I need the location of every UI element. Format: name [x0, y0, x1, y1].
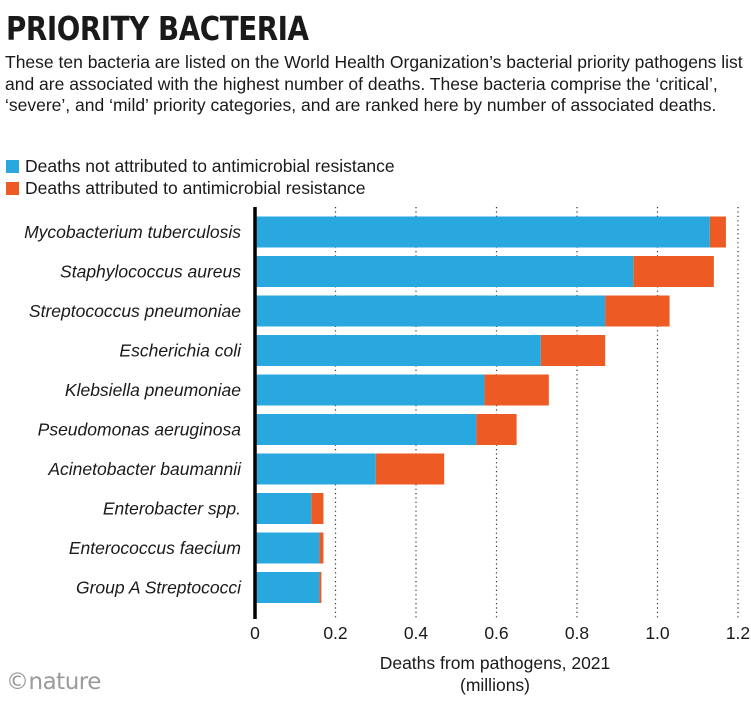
category-label: Acinetobacter baumannii	[47, 459, 242, 479]
x-tick-label: 1.2	[726, 623, 750, 643]
x-tick-label: 0.4	[404, 623, 429, 643]
bar-not-amr	[255, 216, 710, 248]
nature-logo: ©nature	[6, 669, 101, 695]
category-label: Staphylococcus aureus	[60, 262, 241, 282]
chart-description: These ten bacteria are listed on the Wor…	[5, 52, 743, 115]
category-label: Group A Streptococci	[76, 578, 242, 598]
x-tick-label: 1.0	[645, 623, 670, 643]
legend-label-not-amr: Deaths not attributed to antimicrobial r…	[25, 156, 395, 176]
bar-amr	[319, 572, 322, 603]
x-tick-label: 0.2	[323, 623, 347, 643]
x-axis-label-line1: Deaths from pathogens, 2021	[379, 653, 611, 673]
bar-not-amr	[255, 493, 312, 524]
x-axis-label-line2: (millions)	[460, 675, 530, 695]
category-label: Klebsiella pneumoniae	[65, 380, 241, 400]
bar-not-amr	[255, 256, 634, 287]
legend-swatch-not-amr	[6, 159, 19, 173]
bar-not-amr	[255, 335, 541, 366]
bar-amr	[311, 493, 324, 524]
category-label: Mycobacterium tuberculosis	[24, 222, 241, 242]
legend-label-amr: Deaths attributed to antimicrobial resis…	[25, 178, 366, 198]
x-tick-label: 0	[250, 623, 260, 643]
bar-amr	[476, 414, 517, 445]
x-tick-label: 0.8	[565, 623, 589, 643]
legend-item-amr: Deaths attributed to antimicrobial resis…	[6, 177, 365, 199]
category-label: Enterobacter spp.	[103, 499, 241, 519]
chart-title: PRIORITY BACTERIA	[6, 9, 309, 48]
bar-amr	[709, 216, 726, 248]
bar-not-amr	[255, 532, 320, 564]
x-tick-label: 0.6	[484, 623, 508, 643]
bar-not-amr	[255, 374, 485, 406]
bar-not-amr	[255, 572, 320, 603]
bar-amr	[633, 256, 714, 287]
bar-not-amr	[255, 414, 477, 445]
bar-amr	[319, 532, 324, 564]
bar-amr	[605, 295, 670, 327]
legend-swatch-amr	[6, 181, 19, 195]
category-label: Enterococcus faecium	[69, 538, 241, 558]
bar-amr	[540, 335, 606, 366]
bar-not-amr	[255, 295, 606, 327]
bar-not-amr	[255, 453, 376, 485]
bar-amr	[484, 374, 549, 406]
legend-item-not-amr: Deaths not attributed to antimicrobial r…	[6, 155, 395, 177]
category-label: Escherichia coli	[119, 341, 242, 361]
bar-amr	[375, 453, 445, 485]
x-axis-label: Deaths from pathogens, 2021 (millions)	[340, 652, 650, 696]
category-label: Pseudomonas aeruginosa	[38, 420, 242, 440]
category-label: Streptococcus pneumoniae	[29, 301, 241, 321]
